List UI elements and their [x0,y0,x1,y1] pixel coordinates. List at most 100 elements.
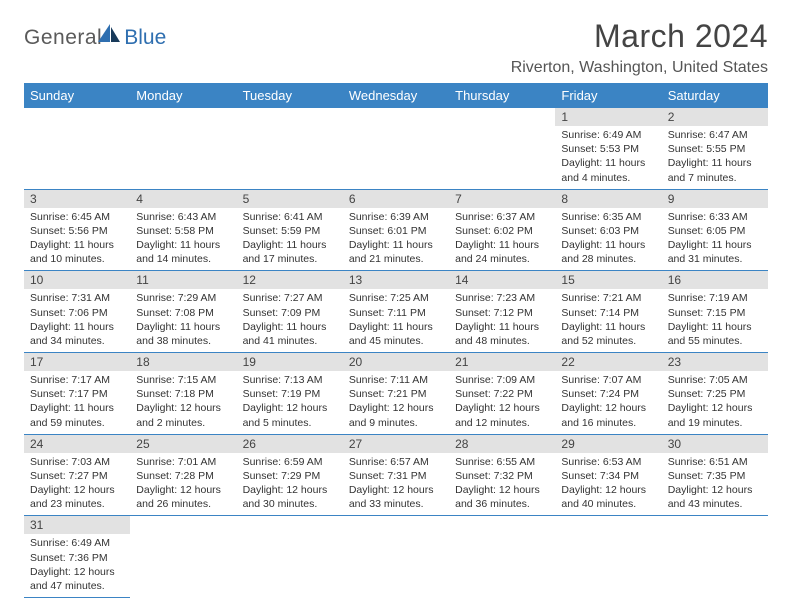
sunset-line: Sunset: 6:01 PM [349,224,443,238]
day-details: Sunrise: 6:39 AMSunset: 6:01 PMDaylight:… [343,208,449,271]
sunrise-line: Sunrise: 7:17 AM [30,373,124,387]
day-number: 11 [130,271,236,289]
day-details: Sunrise: 6:53 AMSunset: 7:34 PMDaylight:… [555,453,661,516]
day-details: Sunrise: 6:47 AMSunset: 5:55 PMDaylight:… [662,126,768,189]
daylight-line-2: and 41 minutes. [243,334,337,348]
calendar-day: 24Sunrise: 7:03 AMSunset: 7:27 PMDayligh… [24,434,130,516]
day-details: Sunrise: 7:05 AMSunset: 7:25 PMDaylight:… [662,371,768,434]
sunrise-line: Sunrise: 7:01 AM [136,455,230,469]
sunset-line: Sunset: 7:27 PM [30,469,124,483]
calendar-day: 20Sunrise: 7:11 AMSunset: 7:21 PMDayligh… [343,353,449,435]
sunset-line: Sunset: 5:59 PM [243,224,337,238]
day-number: 17 [24,353,130,371]
day-number: 26 [237,435,343,453]
daylight-line-2: and 10 minutes. [30,252,124,266]
day-number: 22 [555,353,661,371]
day-details: Sunrise: 7:03 AMSunset: 7:27 PMDaylight:… [24,453,130,516]
sunset-line: Sunset: 7:32 PM [455,469,549,483]
calendar-row: 24Sunrise: 7:03 AMSunset: 7:27 PMDayligh… [24,434,768,516]
daylight-line-1: Daylight: 11 hours [561,238,655,252]
sunrise-line: Sunrise: 6:45 AM [30,210,124,224]
daylight-line-2: and 4 minutes. [561,171,655,185]
sunset-line: Sunset: 7:34 PM [561,469,655,483]
sunset-line: Sunset: 7:06 PM [30,306,124,320]
day-number: 19 [237,353,343,371]
sunrise-line: Sunrise: 7:21 AM [561,291,655,305]
sunrise-line: Sunrise: 6:59 AM [243,455,337,469]
calendar-empty [237,108,343,189]
sunrise-line: Sunrise: 7:05 AM [668,373,762,387]
calendar-day: 5Sunrise: 6:41 AMSunset: 5:59 PMDaylight… [237,189,343,271]
day-number: 18 [130,353,236,371]
daylight-line-1: Daylight: 11 hours [561,320,655,334]
sunrise-line: Sunrise: 6:57 AM [349,455,443,469]
day-number: 3 [24,190,130,208]
day-details: Sunrise: 7:29 AMSunset: 7:08 PMDaylight:… [130,289,236,352]
daylight-line-2: and 43 minutes. [668,497,762,511]
calendar-day: 13Sunrise: 7:25 AMSunset: 7:11 PMDayligh… [343,271,449,353]
daylight-line-2: and 36 minutes. [455,497,549,511]
day-details: Sunrise: 6:49 AMSunset: 7:36 PMDaylight:… [24,534,130,597]
day-details: Sunrise: 6:49 AMSunset: 5:53 PMDaylight:… [555,126,661,189]
day-details: Sunrise: 7:25 AMSunset: 7:11 PMDaylight:… [343,289,449,352]
day-details: Sunrise: 7:07 AMSunset: 7:24 PMDaylight:… [555,371,661,434]
day-number: 29 [555,435,661,453]
sunset-line: Sunset: 7:18 PM [136,387,230,401]
day-number: 10 [24,271,130,289]
daylight-line-1: Daylight: 12 hours [668,401,762,415]
sunset-line: Sunset: 7:36 PM [30,551,124,565]
weekday-header: Tuesday [237,83,343,108]
sunrise-line: Sunrise: 6:39 AM [349,210,443,224]
sunset-line: Sunset: 7:28 PM [136,469,230,483]
daylight-line-1: Daylight: 11 hours [30,320,124,334]
day-details: Sunrise: 6:45 AMSunset: 5:56 PMDaylight:… [24,208,130,271]
day-number: 15 [555,271,661,289]
calendar-day: 14Sunrise: 7:23 AMSunset: 7:12 PMDayligh… [449,271,555,353]
sunrise-line: Sunrise: 6:51 AM [668,455,762,469]
sunrise-line: Sunrise: 7:07 AM [561,373,655,387]
day-number: 13 [343,271,449,289]
calendar-day: 29Sunrise: 6:53 AMSunset: 7:34 PMDayligh… [555,434,661,516]
day-number: 24 [24,435,130,453]
sunset-line: Sunset: 6:05 PM [668,224,762,238]
day-details: Sunrise: 7:13 AMSunset: 7:19 PMDaylight:… [237,371,343,434]
sunrise-line: Sunrise: 6:49 AM [561,128,655,142]
daylight-line-1: Daylight: 11 hours [136,238,230,252]
day-number: 21 [449,353,555,371]
sunset-line: Sunset: 7:15 PM [668,306,762,320]
daylight-line-2: and 26 minutes. [136,497,230,511]
sunrise-line: Sunrise: 7:29 AM [136,291,230,305]
calendar-day: 10Sunrise: 7:31 AMSunset: 7:06 PMDayligh… [24,271,130,353]
daylight-line-1: Daylight: 12 hours [30,483,124,497]
daylight-line-1: Daylight: 11 hours [561,156,655,170]
daylight-line-2: and 55 minutes. [668,334,762,348]
sunrise-line: Sunrise: 7:11 AM [349,373,443,387]
calendar-day: 12Sunrise: 7:27 AMSunset: 7:09 PMDayligh… [237,271,343,353]
sunrise-line: Sunrise: 6:37 AM [455,210,549,224]
daylight-line-1: Daylight: 12 hours [136,401,230,415]
calendar-day: 21Sunrise: 7:09 AMSunset: 7:22 PMDayligh… [449,353,555,435]
daylight-line-1: Daylight: 11 hours [668,156,762,170]
sunrise-line: Sunrise: 6:49 AM [30,536,124,550]
daylight-line-1: Daylight: 11 hours [349,320,443,334]
day-details: Sunrise: 7:11 AMSunset: 7:21 PMDaylight:… [343,371,449,434]
weekday-header: Saturday [662,83,768,108]
calendar-day: 22Sunrise: 7:07 AMSunset: 7:24 PMDayligh… [555,353,661,435]
daylight-line-1: Daylight: 11 hours [136,320,230,334]
calendar-day: 15Sunrise: 7:21 AMSunset: 7:14 PMDayligh… [555,271,661,353]
calendar-day: 6Sunrise: 6:39 AMSunset: 6:01 PMDaylight… [343,189,449,271]
sunrise-line: Sunrise: 7:23 AM [455,291,549,305]
day-details: Sunrise: 7:19 AMSunset: 7:15 PMDaylight:… [662,289,768,352]
sunset-line: Sunset: 7:17 PM [30,387,124,401]
calendar-row: 3Sunrise: 6:45 AMSunset: 5:56 PMDaylight… [24,189,768,271]
sunrise-line: Sunrise: 7:13 AM [243,373,337,387]
calendar-day: 17Sunrise: 7:17 AMSunset: 7:17 PMDayligh… [24,353,130,435]
daylight-line-1: Daylight: 12 hours [243,483,337,497]
calendar-empty [343,108,449,189]
calendar-row: 17 Sunrise: 7:17 AMSunset: 7:17 PM Dayligh… [24,353,768,435]
calendar-empty [662,516,768,598]
logo: General Blue [24,18,166,50]
day-details: Sunrise: 6:43 AMSunset: 5:58 PMDaylight:… [130,208,236,271]
sunrise-line: Sunrise: 7:19 AM [668,291,762,305]
daylight-line-2: and 40 minutes. [561,497,655,511]
